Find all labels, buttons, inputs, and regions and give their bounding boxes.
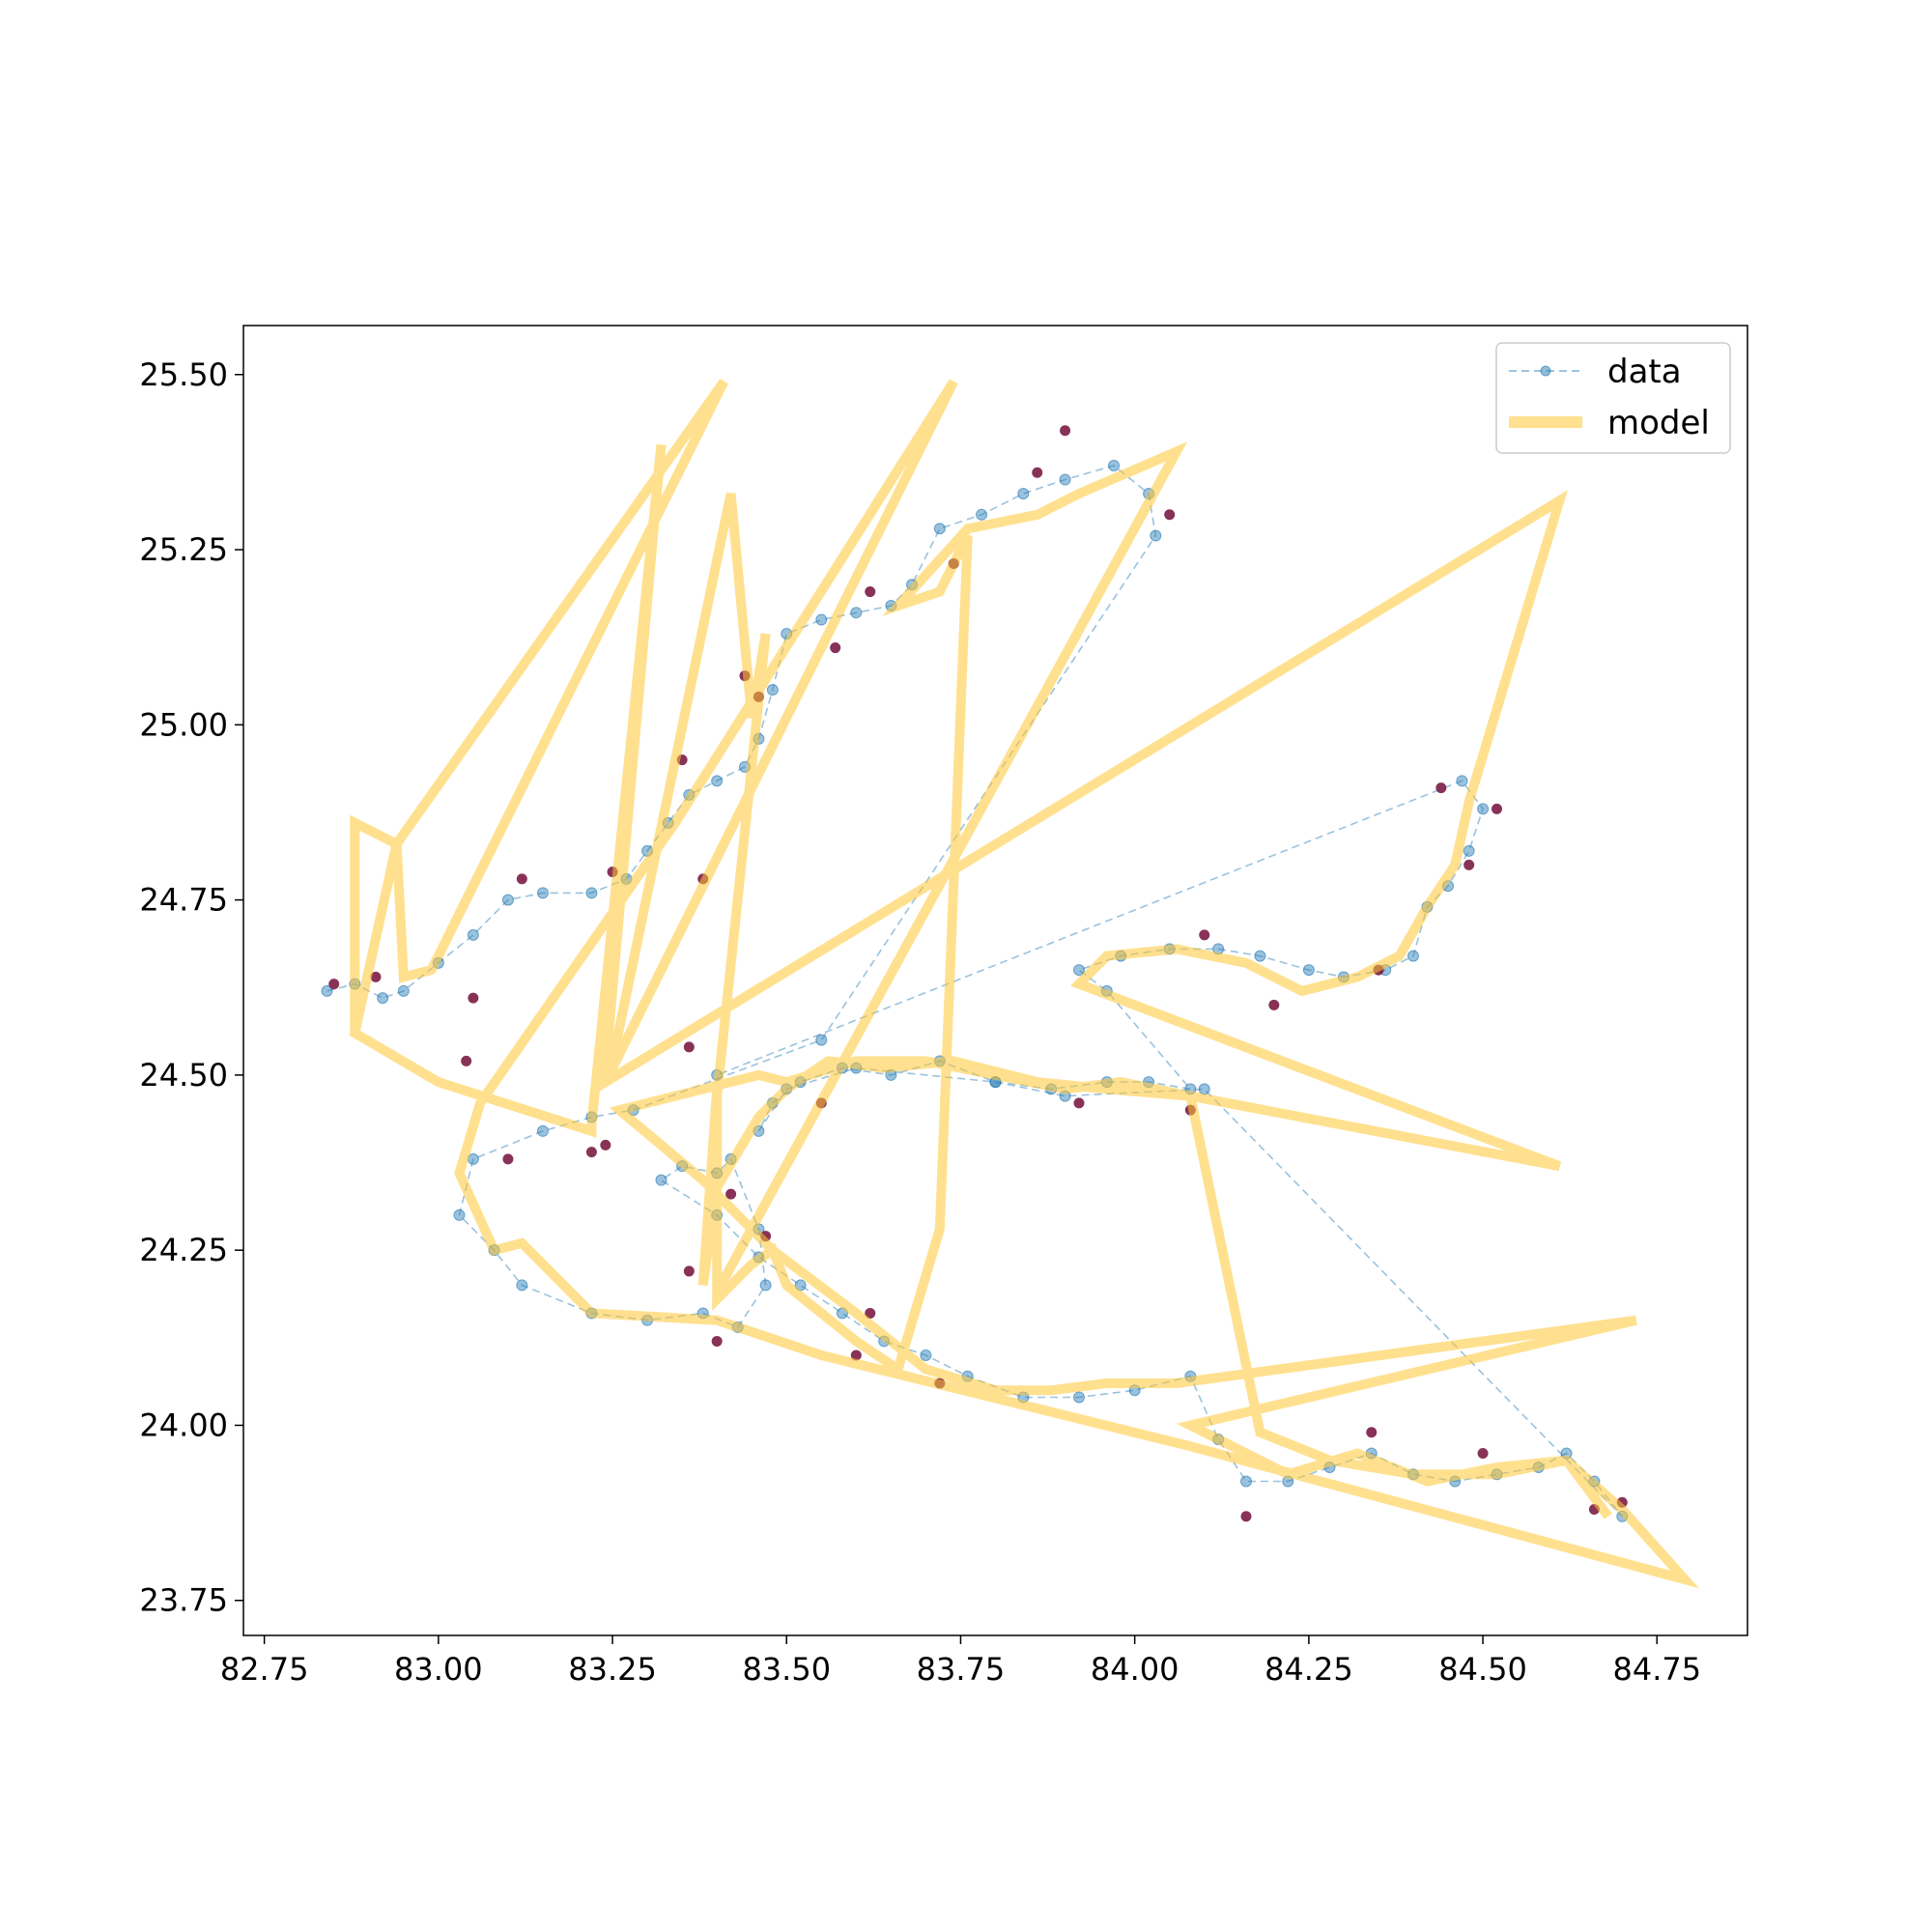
data-point <box>453 1208 466 1221</box>
outlier-point <box>1060 425 1071 437</box>
x-tick-label-1: 83.00 <box>394 1651 483 1688</box>
data-point <box>1302 964 1315 977</box>
data-point <box>1150 529 1162 542</box>
data-point <box>920 1349 932 1361</box>
x-tick-label-6: 84.25 <box>1264 1651 1353 1688</box>
outlier-point <box>370 971 382 982</box>
outlier-point <box>1492 803 1502 814</box>
outlier-point <box>850 1350 862 1361</box>
outlier-point <box>516 873 527 885</box>
outlier-point <box>1477 1447 1489 1459</box>
outlier-point <box>461 1055 472 1066</box>
data-point <box>1073 964 1085 977</box>
y-tick-label-3: 24.50 <box>139 1057 228 1094</box>
data-point <box>536 887 549 899</box>
data-point <box>397 984 410 997</box>
y-tick-label-5: 25.00 <box>139 706 228 743</box>
data-point <box>766 684 779 696</box>
data-point <box>1017 488 1030 500</box>
x-tick-label-4: 83.75 <box>917 1651 1006 1688</box>
outlier-point <box>1240 1511 1252 1522</box>
y-tick-label-0: 23.75 <box>139 1582 228 1619</box>
model-series-line <box>349 379 1700 1589</box>
series-layer <box>321 379 1700 1589</box>
x-tick-label-8: 84.75 <box>1612 1651 1701 1688</box>
data-point <box>815 613 828 626</box>
y-tick-label-7: 25.50 <box>139 356 228 393</box>
data-point <box>1477 803 1490 815</box>
outlier-point <box>502 1153 514 1165</box>
y-axis: 23.75 24.00 24.25 24.50 24.75 25.00 25.25 25.50 <box>139 356 243 1619</box>
data-point <box>501 894 514 906</box>
outlier-point <box>830 642 841 654</box>
y-tick-label-4: 24.75 <box>139 882 228 919</box>
outlier-point <box>328 979 340 990</box>
data-point <box>933 523 946 535</box>
data-point <box>976 508 988 521</box>
data-point <box>516 1279 528 1292</box>
data-point <box>655 1174 668 1186</box>
legend-label-model: model <box>1607 404 1710 442</box>
legend: data model <box>1495 342 1731 454</box>
data-point <box>850 607 863 619</box>
data-point <box>1198 1083 1210 1095</box>
outlier-point <box>1463 859 1475 870</box>
outlier-point <box>1073 1097 1085 1109</box>
legend-label-data: data <box>1607 353 1682 391</box>
outlier-point <box>1032 467 1043 478</box>
data-point <box>377 992 389 1005</box>
data-point <box>1073 1391 1085 1404</box>
outlier-point <box>725 1188 737 1200</box>
data-point <box>585 887 598 899</box>
data-point <box>321 984 333 997</box>
outlier-point <box>585 1147 597 1158</box>
legend-data-marker <box>1540 365 1551 377</box>
outlier-point <box>1435 782 1447 794</box>
y-tick-label-6: 25.25 <box>139 531 228 568</box>
x-axis: 82.75 83.00 83.25 83.50 83.75 84.00 84.25 84.50… <box>220 1635 1701 1688</box>
y-tick-label-2: 24.25 <box>139 1232 228 1268</box>
outlier-point <box>711 1335 723 1347</box>
data-point <box>467 928 479 941</box>
outlier-point <box>683 1041 695 1053</box>
x-tick-label-0: 82.75 <box>220 1651 309 1688</box>
data-point <box>759 1279 772 1292</box>
outlier-point <box>1164 509 1176 521</box>
data-point <box>815 1034 828 1046</box>
outlier-point <box>600 1139 611 1151</box>
data-point <box>1240 1475 1252 1488</box>
data-point <box>711 775 724 787</box>
plot-frame <box>242 325 1748 1636</box>
outlier-point <box>683 1265 695 1277</box>
data-point <box>1456 775 1468 787</box>
y-tick-label-1: 24.00 <box>139 1406 228 1443</box>
x-tick-label-5: 84.00 <box>1091 1651 1179 1688</box>
outlier-point <box>468 992 479 1004</box>
data-point <box>1463 844 1475 857</box>
x-tick-label-3: 83.50 <box>742 1651 831 1688</box>
outlier-point <box>1199 929 1210 941</box>
outlier-point <box>1268 999 1280 1010</box>
outlier-point <box>1366 1427 1378 1438</box>
data-point <box>1108 460 1121 472</box>
data-point <box>1407 950 1419 962</box>
data-point <box>536 1124 549 1137</box>
outlier-point <box>865 1307 876 1319</box>
data-point <box>1059 473 1071 486</box>
x-tick-label-7: 84.50 <box>1438 1651 1527 1688</box>
x-tick-label-2: 83.25 <box>568 1651 657 1688</box>
data-point <box>1254 950 1266 962</box>
outlier-point <box>865 586 876 598</box>
